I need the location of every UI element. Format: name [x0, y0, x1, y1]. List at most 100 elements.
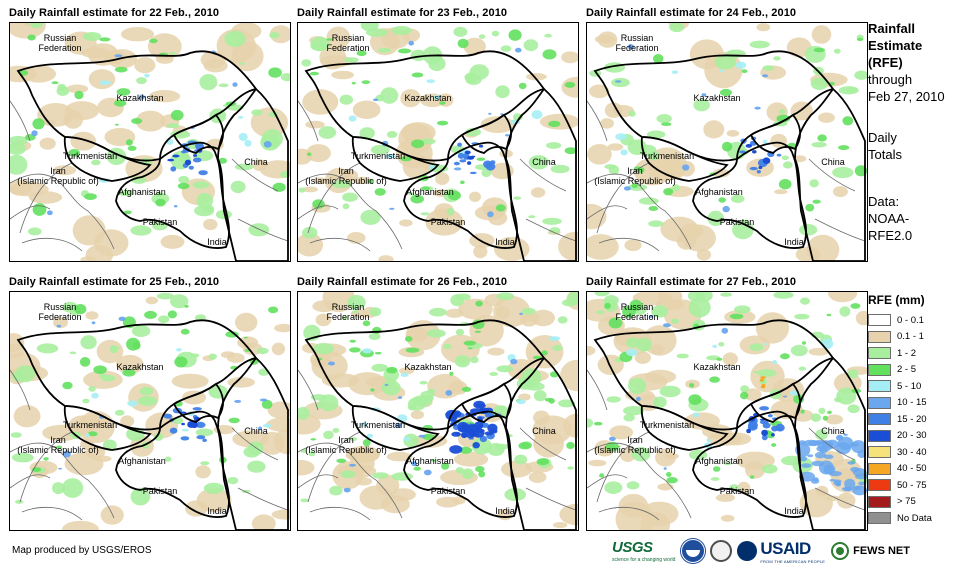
country-border: [505, 356, 577, 530]
country-label-india: India: [784, 506, 804, 516]
minor-boundary: [519, 158, 567, 192]
minor-boundary: [587, 173, 692, 250]
country-label-line: Kazakhstan: [404, 93, 452, 103]
legend-swatch: [868, 462, 891, 475]
legend-swatch: [868, 363, 891, 376]
country-label-line: Pakistan: [142, 217, 178, 227]
country-label-line: India: [207, 506, 227, 516]
legend-label: 20 - 30: [897, 430, 927, 442]
map-frame: Russian Federation Kazakhstan Turkmenistan I…: [586, 22, 868, 262]
country-border: [115, 410, 230, 518]
country-border: [217, 87, 289, 261]
country-label-line: India: [207, 237, 227, 247]
minor-boundary: [231, 158, 279, 192]
country-label-china: China: [532, 157, 556, 167]
country-label-line: Russian: [620, 33, 654, 43]
country-label-line: Iran: [338, 435, 354, 445]
country-label-line: (Islamic Republic of): [594, 445, 676, 455]
country-label-line: Afghanistan: [406, 187, 454, 197]
country-border: [794, 87, 866, 261]
country-label-line: Federation: [615, 43, 659, 53]
minor-boundary: [596, 162, 650, 234]
minor-boundary: [309, 238, 371, 252]
rainfall-field: [587, 23, 867, 261]
country-label-afghanistan: Afghanistan: [695, 456, 743, 466]
country-label-pakistan: Pakistan: [431, 217, 466, 227]
country-label-line: Federation: [38, 312, 82, 322]
country-label-line: Pakistan: [719, 217, 755, 227]
sidebar-through-date: Feb 27, 2010: [868, 89, 945, 104]
usgs-logo-text: USGS: [612, 539, 653, 556]
country-label-line: Russian: [331, 33, 365, 43]
country-label-line: Afghanistan: [118, 187, 166, 197]
minor-boundary: [10, 100, 31, 142]
sidebar-title-line: Estimate: [868, 38, 923, 53]
country-label-kazakhstan: Kazakhstan: [116, 93, 163, 103]
legend-label: 30 - 40: [897, 446, 927, 458]
country-label-line: Iran: [338, 166, 354, 176]
country-label-china: China: [532, 426, 556, 436]
rainfall-field: [587, 292, 867, 530]
country-label-afghanistan: Afghanistan: [118, 187, 166, 197]
legend-item: 20 - 30: [868, 428, 963, 445]
map-panel: Daily Rainfall estimate for 24 Feb., 201…: [586, 7, 868, 262]
country-border: [749, 113, 801, 154]
country-label-india: India: [495, 237, 515, 247]
country-label-line: Russian: [331, 302, 365, 312]
minor-boundary: [307, 431, 361, 503]
country-label-line: Turkmenistan: [62, 420, 118, 430]
country-label-russia: Russian Federation: [615, 302, 658, 322]
country-border: [794, 356, 866, 530]
country-label-pakistan: Pakistan: [720, 217, 755, 227]
country-label-india: India: [495, 506, 515, 516]
country-label-turkmenistan: Turkmenistan: [63, 420, 117, 430]
map-credit: Map produced by USGS/EROS: [12, 545, 152, 556]
map-frame: Russian Federation Kazakhstan Turkmenistan I…: [586, 291, 868, 531]
country-border: [351, 136, 440, 182]
legend-label: 0.1 - 1: [897, 331, 924, 343]
country-border: [640, 136, 729, 182]
country-label-turkmenistan: Turkmenistan: [640, 420, 694, 430]
legend-item: 0 - 0.1: [868, 312, 963, 329]
minor-boundary: [298, 442, 403, 519]
noaa-logo: [681, 539, 706, 563]
country-label-line: Kazakhstan: [693, 362, 741, 372]
country-label-line: Russian: [43, 33, 77, 43]
country-border: [460, 113, 512, 154]
map-frame: Russian Federation Kazakhstan Turkmenistan I…: [9, 22, 291, 262]
country-border: [403, 141, 518, 249]
minor-boundary: [814, 218, 866, 242]
country-label-iran: Iran (Islamic Republic of): [594, 435, 676, 455]
country-border: [63, 136, 152, 182]
country-label-china: China: [821, 426, 845, 436]
panel-title: Daily Rainfall estimate for 23 Feb., 201…: [297, 7, 508, 19]
country-border: [403, 410, 518, 518]
minor-boundary: [21, 238, 83, 252]
country-label-turkmenistan: Turkmenistan: [63, 151, 117, 161]
map-frame: Russian Federation Kazakhstan Turkmenistan I…: [9, 291, 291, 531]
country-label-turkmenistan: Turkmenistan: [351, 151, 405, 161]
legend-label: 5 - 10: [897, 380, 922, 392]
globe-icon: [831, 542, 850, 560]
country-border: [63, 405, 152, 451]
country-label-line: Turkmenistan: [639, 420, 695, 430]
minor-boundary: [298, 173, 403, 250]
legend-label: 50 - 75: [897, 479, 927, 491]
country-label-line: Iran: [627, 435, 643, 445]
rainfall-field: [10, 292, 290, 530]
country-border: [172, 382, 224, 423]
legend: RFE (mm) 0 - 0.1 0.1 - 1 1 - 2 2 - 5 5 - 10 1…: [868, 293, 963, 527]
minor-boundary: [237, 218, 289, 242]
country-label-line: Federation: [326, 312, 370, 322]
minor-boundary: [808, 427, 856, 461]
country-border: [351, 405, 440, 451]
legend-item: 2 - 5: [868, 362, 963, 379]
minor-boundary: [19, 162, 73, 234]
minor-boundary: [307, 162, 361, 234]
country-label-line: India: [495, 237, 515, 247]
country-label-line: Kazakhstan: [404, 362, 452, 372]
country-label-line: Iran: [50, 435, 66, 445]
country-label-line: Afghanistan: [406, 456, 454, 466]
rainfall-map: [10, 23, 290, 261]
legend-item: 10 - 15: [868, 395, 963, 412]
